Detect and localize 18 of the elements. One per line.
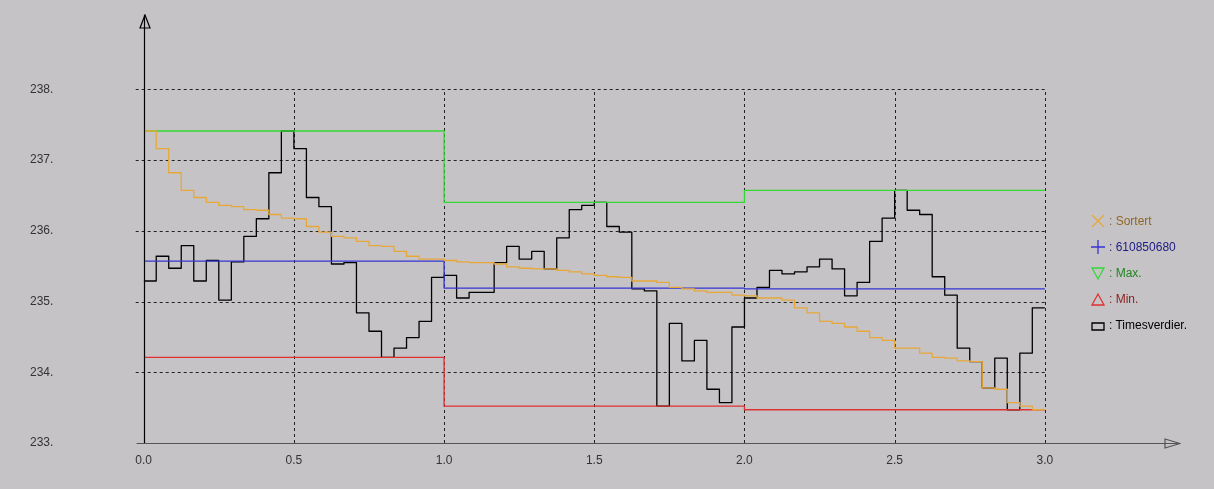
x-tick-label: 2.0 <box>736 452 754 467</box>
y-tick-label: 238. <box>30 81 54 96</box>
x-tick-label: 0.5 <box>285 452 303 467</box>
x-tick-label: 0.0 <box>135 452 153 467</box>
y-tick-label: 233. <box>30 435 54 450</box>
legend-label: : Sortert <box>1109 213 1152 230</box>
legend-label: : Timesverdier. <box>1109 317 1188 334</box>
y-tick-label: 236. <box>30 223 54 238</box>
x-tick-label: 3.0 <box>1036 452 1054 467</box>
y-tick-label: 234. <box>30 364 54 379</box>
x-tick-label: 1.0 <box>435 452 453 467</box>
y-tick-label: 237. <box>30 152 54 167</box>
x-tick-label: 2.5 <box>886 452 904 467</box>
x-tick-label: 1.5 <box>585 452 603 467</box>
y-tick-label: 235. <box>30 293 54 308</box>
legend-label: : 610850680 <box>1109 239 1176 256</box>
legend-label: : Min. <box>1109 291 1139 308</box>
legend-label: : Max. <box>1109 265 1142 282</box>
